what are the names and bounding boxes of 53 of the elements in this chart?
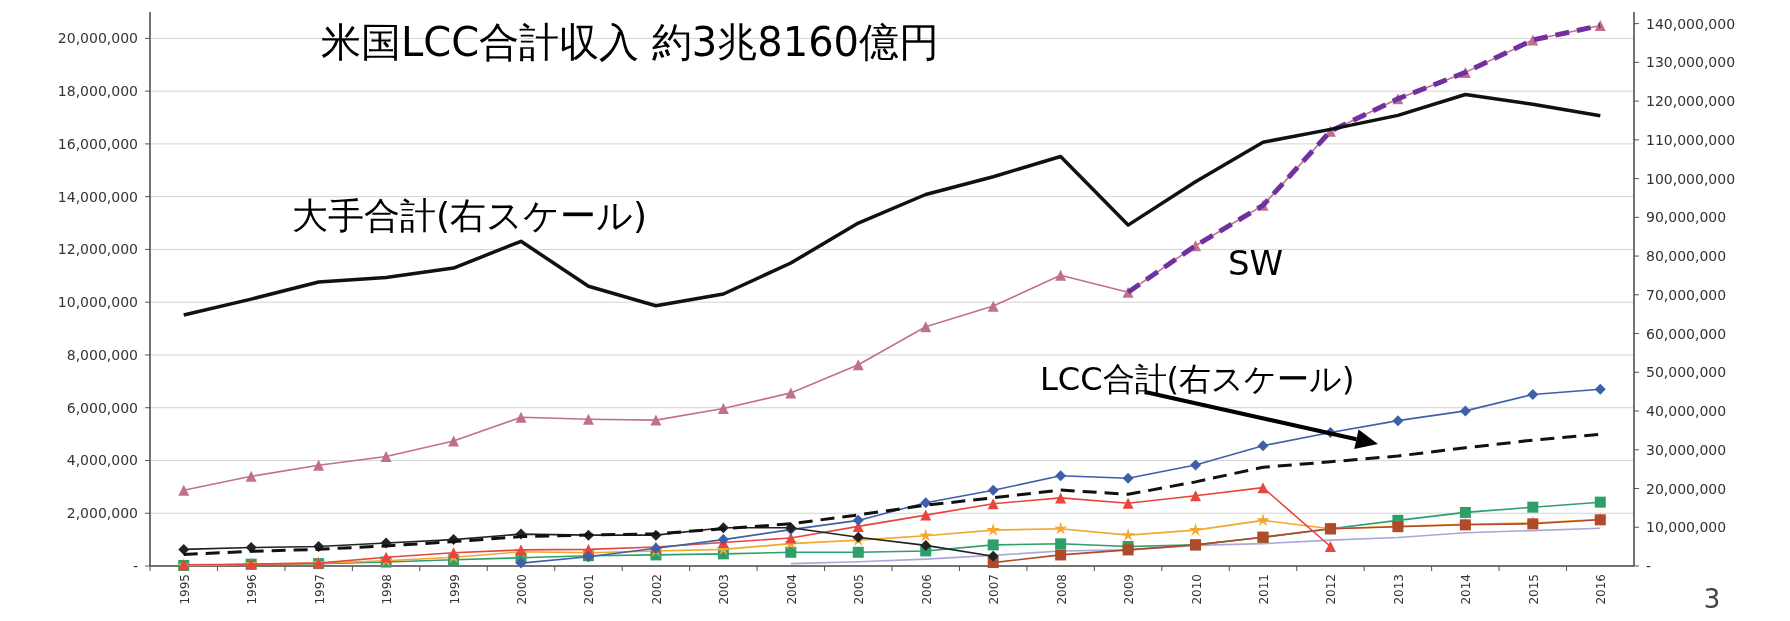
y2-tick-label: 10,000,000 [1646, 519, 1727, 536]
chart-title: 米国LCC合計収入 約3兆8160億円 [320, 19, 940, 65]
x-tick-label: 2015 [1526, 574, 1541, 605]
x-tick-label: 1996 [245, 574, 260, 605]
y2-tick-label: 80,000,000 [1646, 248, 1727, 265]
y-tick-label: 20,000,000 [57, 30, 138, 47]
x-tick-label: 2009 [1122, 574, 1137, 605]
y2-tick-label: 60,000,000 [1646, 325, 1727, 342]
y2-tick-label: 120,000,000 [1646, 93, 1736, 110]
x-tick-label: 2013 [1391, 574, 1406, 605]
x-tick-label: 2005 [852, 574, 867, 605]
y2-tick-label: 100,000,000 [1646, 170, 1736, 187]
y2-tick-label: 140,000,000 [1646, 15, 1736, 32]
x-tick-label: 2011 [1257, 574, 1271, 605]
x-tick-label: 2008 [1054, 574, 1069, 605]
y-tick-label: 14,000,000 [57, 188, 138, 205]
x-tick-label: 2000 [515, 574, 529, 605]
x-tick-label: 2004 [784, 574, 799, 605]
x-tick-label: 2012 [1324, 574, 1339, 605]
x-tick-label: 2014 [1459, 574, 1474, 605]
y2-tick-label: 130,000,000 [1646, 54, 1736, 71]
series-label: LCC合計(右スケール) [1040, 360, 1355, 398]
y2-tick-label: 20,000,000 [1646, 480, 1727, 497]
y-tick-label: 10,000,000 [57, 294, 138, 311]
x-tick-label: 2001 [582, 574, 597, 605]
y2-tick-label: 40,000,000 [1646, 403, 1727, 420]
x-tick-label: 2002 [649, 574, 664, 605]
x-tick-label: 2010 [1189, 574, 1204, 605]
x-tick-label: 1999 [447, 574, 462, 605]
y2-tick-label: 70,000,000 [1646, 286, 1727, 303]
x-tick-label: 2016 [1594, 574, 1609, 605]
y2-tick-label: 110,000,000 [1646, 131, 1736, 148]
y-tick-label: 16,000,000 [57, 135, 138, 152]
x-tick-label: 2007 [987, 574, 1002, 605]
x-tick-label: 1995 [177, 574, 192, 605]
y-tick-label: 12,000,000 [57, 241, 138, 258]
series-label: 大手合計(右スケール) [292, 195, 648, 236]
y-tick-label: 4,000,000 [66, 452, 138, 469]
y-tick-label: 8,000,000 [66, 346, 138, 363]
y2-tick-label: 50,000,000 [1646, 364, 1727, 381]
series-label: SW [1228, 243, 1284, 283]
y2-tick-label: 90,000,000 [1646, 209, 1727, 226]
y2-tick-label: - [1646, 558, 1652, 574]
text: 3 [1703, 584, 1721, 614]
y-tick-label: 2,000,000 [66, 505, 138, 522]
y-tick-label: 18,000,000 [57, 83, 138, 100]
y-tick-label: 6,000,000 [66, 399, 138, 416]
y-tick-label: - [132, 558, 138, 574]
x-tick-label: 1997 [312, 574, 327, 605]
x-tick-label: 2003 [717, 574, 732, 605]
x-tick-label: 1998 [380, 574, 395, 605]
y2-tick-label: 30,000,000 [1646, 441, 1727, 458]
x-tick-label: 2006 [919, 574, 934, 605]
